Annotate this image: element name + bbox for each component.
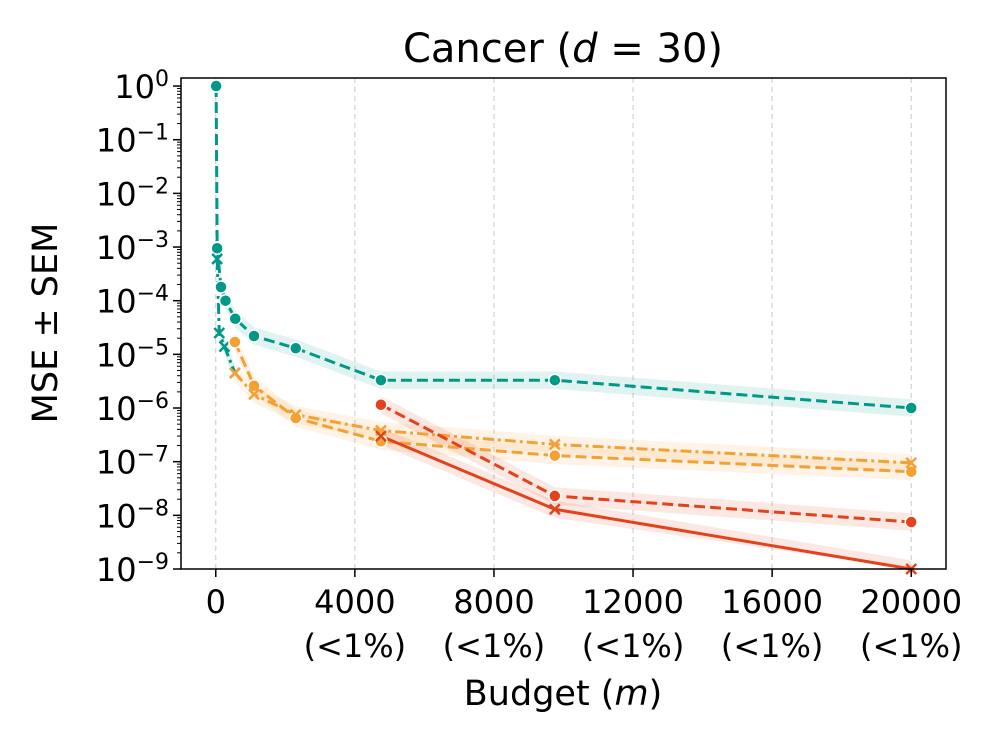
- y-tick-label-5: 10−5: [96, 335, 169, 375]
- marker-orange-dashed-circle-0: [228, 335, 242, 349]
- x-tick-sublabel-5: (<1%): [860, 627, 963, 665]
- plot-frame: [180, 77, 947, 570]
- x-tick-label-3: 12000: [582, 583, 684, 621]
- y-tick-label-2: 10−2: [96, 174, 169, 214]
- marker-teal-dashdot-cross-1: [213, 327, 226, 339]
- marker-teal-dashed-circle-7: [374, 373, 388, 387]
- marker-orange-dashed-circle-2: [289, 411, 303, 425]
- y-tick-label-3: 10−3: [96, 228, 169, 268]
- y-tick-label-1: 10−1: [96, 120, 169, 160]
- series-markers: [209, 79, 918, 575]
- x-axis-label: Budget (m): [464, 674, 662, 714]
- marker-teal-dashed-circle-2: [214, 280, 228, 294]
- x-axis-ticks: 0 4000 (<1%) 8000 (<1%) 12000 (<1%) 16000 (<1%) 2…: [206, 569, 963, 665]
- x-tick-label-0: 0: [206, 583, 226, 621]
- marker-teal-dashed-circle-9: [904, 401, 918, 415]
- y-tick-label-7: 10−7: [96, 442, 169, 482]
- marker-orange-dashed-circle-1: [247, 378, 261, 393]
- x-tick-sublabel-4: (<1%): [721, 627, 824, 665]
- marker-red-dashed-circle-2: [904, 515, 918, 529]
- line-orange-dashed-circle: [233, 341, 912, 474]
- marker-teal-dashdot-cross-2: [218, 340, 231, 353]
- y-tick-label-8: 10−8: [96, 496, 169, 536]
- x-tick-label-1: 4000: [314, 583, 395, 621]
- chart-title: Cancer (d = 30): [403, 26, 723, 72]
- y-axis-label: MSE ± SEM: [26, 223, 66, 424]
- marker-teal-dashed-circle-5: [247, 329, 261, 343]
- line-teal-dashdot-cross: [215, 258, 237, 374]
- marker-orange-dashdot-cross-4: [548, 438, 561, 451]
- marker-orange-dashed-circle-4: [548, 448, 562, 463]
- y-tick-label-9: 10−9: [96, 550, 169, 590]
- x-tick-label-4: 16000: [721, 583, 823, 621]
- marker-orange-dashdot-cross-5: [905, 456, 918, 469]
- y-tick-label-0: 100: [114, 67, 169, 107]
- marker-orange-dashdot-cross-1: [248, 388, 260, 401]
- marker-teal-dashed-circle-4: [228, 312, 242, 326]
- marker-orange-dashdot-cross-0: [229, 367, 241, 379]
- y-tick-label-6: 10−6: [96, 389, 169, 429]
- y-axis-ticks: 100 10−1 10−2 10−3 10−4 10−5 10−6 10−7 10−8 10−9: [96, 67, 181, 589]
- marker-orange-dashed-circle-5: [904, 464, 918, 479]
- marker-red-solid-cross-1: [548, 503, 561, 516]
- marker-red-dashed-circle-1: [548, 489, 562, 503]
- marker-teal-dashed-circle-3: [218, 293, 233, 308]
- marker-teal-dashed-circle-6: [289, 341, 303, 355]
- marker-orange-dashdot-cross-2: [289, 408, 302, 421]
- sem-band-red-solid-cross: [380, 427, 912, 569]
- marker-red-dashed-circle-0: [374, 398, 388, 412]
- y-tick-label-4: 10−4: [96, 281, 169, 321]
- x-tick-sublabel-3: (<1%): [582, 627, 685, 665]
- x-tick-sublabel-2: (<1%): [443, 627, 546, 665]
- x-tick-sublabel-1: (<1%): [304, 627, 407, 665]
- x-tick-label-2: 8000: [453, 583, 534, 621]
- marker-teal-dashed-circle-8: [548, 373, 562, 387]
- marker-red-solid-cross-0: [375, 430, 387, 442]
- marker-teal-dashdot-cross-0: [211, 253, 224, 265]
- marker-teal-dashed-circle-0: [209, 79, 223, 93]
- line-teal-dashed-circle: [214, 86, 912, 410]
- marker-teal-dashed-circle-1: [210, 241, 224, 255]
- x-tick-label-5: 20000: [860, 583, 962, 621]
